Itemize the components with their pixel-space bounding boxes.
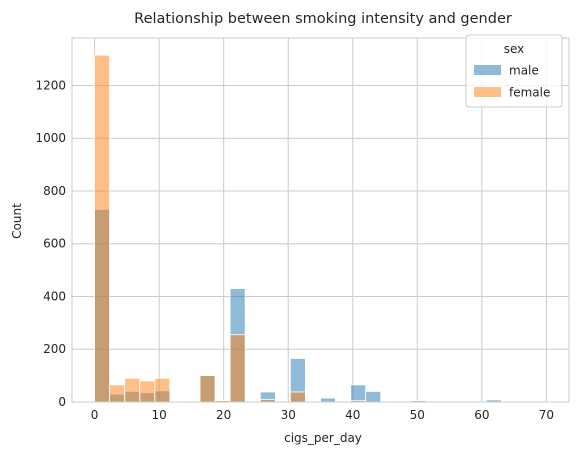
y-tick-label: 600 (43, 237, 66, 251)
bar-male (320, 397, 336, 403)
legend-swatch-female (474, 87, 501, 97)
bar-female (109, 384, 126, 403)
legend-label-female: female (509, 86, 550, 100)
x-tick-label: 70 (539, 408, 554, 422)
tick-labels: 0 10 20 30 40 50 60 70 0 200 400 600 800 1000 1200 (35, 78, 554, 422)
bar-male (350, 384, 367, 403)
bar-female (199, 375, 216, 403)
x-axis-label: cigs_per_day (284, 431, 362, 445)
y-tick-label: 1000 (35, 131, 66, 145)
axes-frame (71, 37, 570, 403)
x-tick-label: 30 (281, 408, 296, 422)
y-tick-label: 400 (43, 289, 66, 303)
legend-swatch-male (474, 65, 501, 75)
x-tick-label: 60 (474, 408, 489, 422)
y-tick-label: 200 (43, 342, 66, 356)
plot-frame (71, 37, 570, 403)
chart-title: Relationship between smoking intensity a… (134, 11, 512, 27)
bar-female (154, 377, 171, 403)
y-tick-label: 800 (43, 184, 66, 198)
x-tick-label: 50 (410, 408, 425, 422)
legend: sex male female (465, 34, 563, 108)
y-tick-label: 0 (58, 395, 66, 409)
x-tick-label: 40 (345, 408, 360, 422)
x-tick-label: 10 (151, 408, 166, 422)
bar-female (289, 391, 306, 403)
x-tick-label: 0 (91, 408, 99, 422)
bar-female (229, 334, 246, 403)
bar-female (124, 377, 141, 403)
y-axis-label: Count (10, 203, 24, 239)
y-tick-label: 1200 (35, 78, 66, 92)
legend-label-male: male (509, 64, 539, 78)
x-tick-label: 20 (216, 408, 231, 422)
bar-female (139, 380, 156, 403)
bar-male (365, 391, 382, 403)
bar-female (94, 54, 111, 403)
grid-lines (72, 38, 569, 403)
legend-title: sex (504, 42, 525, 56)
